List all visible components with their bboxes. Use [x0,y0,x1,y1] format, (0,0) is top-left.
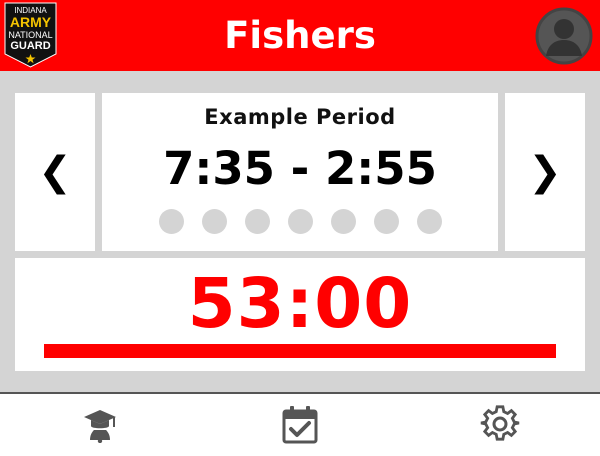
graduation-bell-icon [84,410,116,443]
logo-line-army: ARMY [10,14,52,30]
period-time: 7:35 - 2:55 [163,142,437,195]
settings-button[interactable] [400,394,600,454]
progress-bar [44,344,556,358]
period-dot[interactable] [373,209,399,234]
calendar-button[interactable] [200,394,400,454]
period-dot[interactable] [201,209,227,234]
period-dot[interactable] [158,209,184,234]
logo-line-guard: GUARD [10,40,50,52]
bell-schedule-button[interactable] [0,394,200,454]
previous-period-button[interactable]: ❮ [38,149,72,195]
army-national-guard-logo: INDIANA ARMY NATIONAL GUARD [4,2,57,68]
period-indicator-dots [102,209,498,234]
logo-line-national: NATIONAL [8,30,52,40]
period-dot[interactable] [416,209,442,234]
period-dot[interactable] [287,209,313,234]
logo-line-indiana: INDIANA [14,6,47,15]
period-dot[interactable] [330,209,356,234]
user-avatar-icon[interactable] [535,7,593,65]
countdown-timer: 53:00 [187,264,413,344]
next-period-card[interactable]: ❯ [505,93,585,251]
progress-bar-fill [44,344,556,358]
period-info-card: Example Period 7:35 - 2:55 [102,93,498,251]
gear-icon [480,405,520,441]
app-title: Fishers [224,14,376,57]
app-header: INDIANA ARMY NATIONAL GUARD Fishers [0,0,600,71]
timer-card: 53:00 [15,258,585,371]
calendar-check-icon [282,406,318,444]
bottom-nav [0,392,600,456]
period-dot[interactable] [244,209,270,234]
next-period-button[interactable]: ❯ [528,149,562,195]
previous-period-card[interactable]: ❮ [15,93,95,251]
period-name: Example Period [204,105,396,129]
